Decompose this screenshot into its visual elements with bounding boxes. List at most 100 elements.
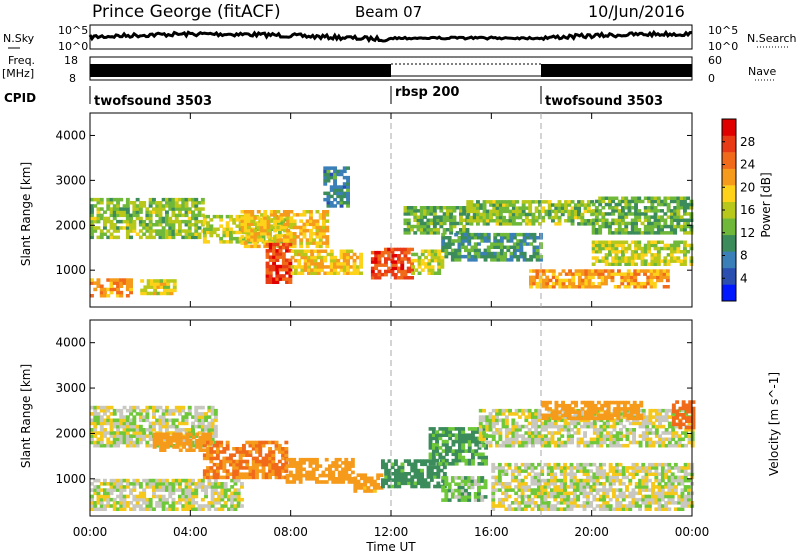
data-cell bbox=[132, 210, 137, 214]
data-cell bbox=[250, 219, 255, 223]
data-cell bbox=[534, 412, 539, 416]
data-cell bbox=[355, 265, 360, 269]
data-cell bbox=[643, 224, 648, 229]
data-cell bbox=[400, 250, 405, 255]
data-cell bbox=[571, 275, 576, 280]
data-cell bbox=[387, 459, 392, 463]
data-cell bbox=[187, 494, 192, 499]
data-cell bbox=[250, 210, 255, 214]
data-cell bbox=[99, 405, 104, 410]
data-cell bbox=[272, 261, 276, 266]
data-cell bbox=[524, 437, 529, 442]
data-cell bbox=[204, 418, 208, 423]
data-cell bbox=[511, 443, 516, 448]
data-cell bbox=[229, 218, 233, 222]
data-cell bbox=[601, 240, 606, 244]
data-cell bbox=[617, 259, 622, 263]
data-cell bbox=[318, 241, 323, 245]
data-cell bbox=[516, 248, 521, 253]
data-cell bbox=[614, 228, 619, 232]
data-cell bbox=[595, 475, 600, 480]
data-cell bbox=[634, 262, 638, 266]
data-cell bbox=[671, 434, 676, 438]
data-cell bbox=[579, 466, 584, 470]
data-cell bbox=[278, 255, 283, 259]
data-cell bbox=[202, 475, 207, 480]
data-cell bbox=[168, 197, 173, 202]
data-cell bbox=[624, 212, 629, 216]
data-cell bbox=[109, 504, 114, 508]
data-cell bbox=[520, 482, 525, 486]
data-cell bbox=[152, 482, 156, 486]
data-cell bbox=[609, 440, 614, 445]
data-cell bbox=[175, 435, 180, 440]
data-cell bbox=[433, 465, 437, 470]
data-cell bbox=[457, 495, 462, 499]
data-cell bbox=[187, 488, 192, 492]
data-cell bbox=[491, 462, 496, 467]
data-cell bbox=[447, 251, 452, 256]
data-cell bbox=[359, 255, 363, 260]
data-cell bbox=[534, 408, 539, 413]
data-cell bbox=[577, 200, 581, 204]
data-cell bbox=[570, 212, 575, 217]
data-cell bbox=[501, 485, 505, 489]
data-cell bbox=[219, 443, 224, 448]
data-cell bbox=[560, 418, 565, 423]
data-cell bbox=[473, 479, 478, 483]
data-cell bbox=[567, 203, 572, 207]
data-cell bbox=[240, 504, 244, 508]
data-cell bbox=[601, 218, 606, 222]
data-cell bbox=[428, 446, 433, 450]
data-cell bbox=[109, 201, 114, 205]
data-cell bbox=[346, 194, 350, 199]
data-cell bbox=[321, 480, 326, 484]
data-cell bbox=[512, 232, 517, 237]
data-cell bbox=[236, 501, 241, 505]
data-cell bbox=[158, 488, 163, 492]
data-cell bbox=[653, 231, 658, 235]
data-cell bbox=[653, 196, 658, 200]
data-cell bbox=[93, 478, 98, 483]
data-cell bbox=[116, 437, 120, 442]
data-cell bbox=[251, 462, 256, 467]
data-cell bbox=[172, 282, 177, 286]
data-cell bbox=[369, 489, 374, 493]
data-cell bbox=[480, 479, 485, 483]
data-cell bbox=[313, 258, 318, 263]
data-cell bbox=[413, 459, 418, 463]
data-cell bbox=[448, 430, 453, 434]
data-cell bbox=[529, 232, 534, 237]
data-cell bbox=[653, 209, 658, 213]
data-cell bbox=[300, 255, 305, 260]
data-cell bbox=[347, 473, 352, 478]
data-cell bbox=[181, 421, 186, 426]
data-cell bbox=[647, 243, 651, 248]
data-cell bbox=[302, 457, 306, 462]
data-cell bbox=[207, 405, 212, 410]
data-cell bbox=[219, 214, 224, 219]
data-cell bbox=[612, 491, 616, 496]
data-cell bbox=[587, 269, 592, 273]
data-cell bbox=[99, 424, 104, 429]
data-cell bbox=[325, 235, 330, 239]
data-cell bbox=[480, 433, 485, 437]
data-cell bbox=[514, 507, 519, 511]
y-tick-label: 1000 bbox=[55, 263, 86, 277]
data-cell bbox=[533, 478, 538, 483]
data-cell bbox=[103, 428, 107, 432]
data-cell bbox=[275, 277, 280, 281]
data-cell bbox=[275, 264, 280, 269]
data-cell bbox=[347, 477, 352, 481]
data-cell bbox=[561, 281, 566, 286]
data-cell bbox=[497, 504, 502, 508]
data-cell bbox=[436, 465, 441, 470]
data-cell bbox=[420, 459, 424, 463]
data-cell bbox=[648, 440, 653, 445]
data-cell bbox=[132, 497, 137, 502]
data-cell bbox=[559, 497, 564, 502]
data-cell bbox=[472, 212, 477, 217]
data-cell bbox=[563, 424, 568, 429]
data-cell bbox=[165, 428, 169, 432]
data-cell bbox=[684, 434, 689, 438]
